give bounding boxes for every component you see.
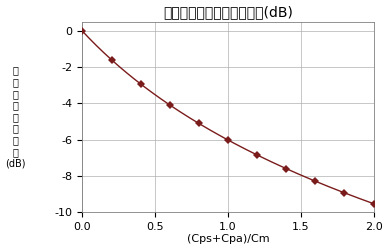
Title: 寄生电容引入的灵敏度衰减(dB): 寄生电容引入的灵敏度衰减(dB) — [163, 6, 293, 20]
Y-axis label: 麦
克
风
灵
敏
度
变
化
(dB): 麦 克 风 灵 敏 度 变 化 (dB) — [5, 66, 26, 168]
X-axis label: (Cps+Cpa)/Cm: (Cps+Cpa)/Cm — [187, 234, 269, 244]
